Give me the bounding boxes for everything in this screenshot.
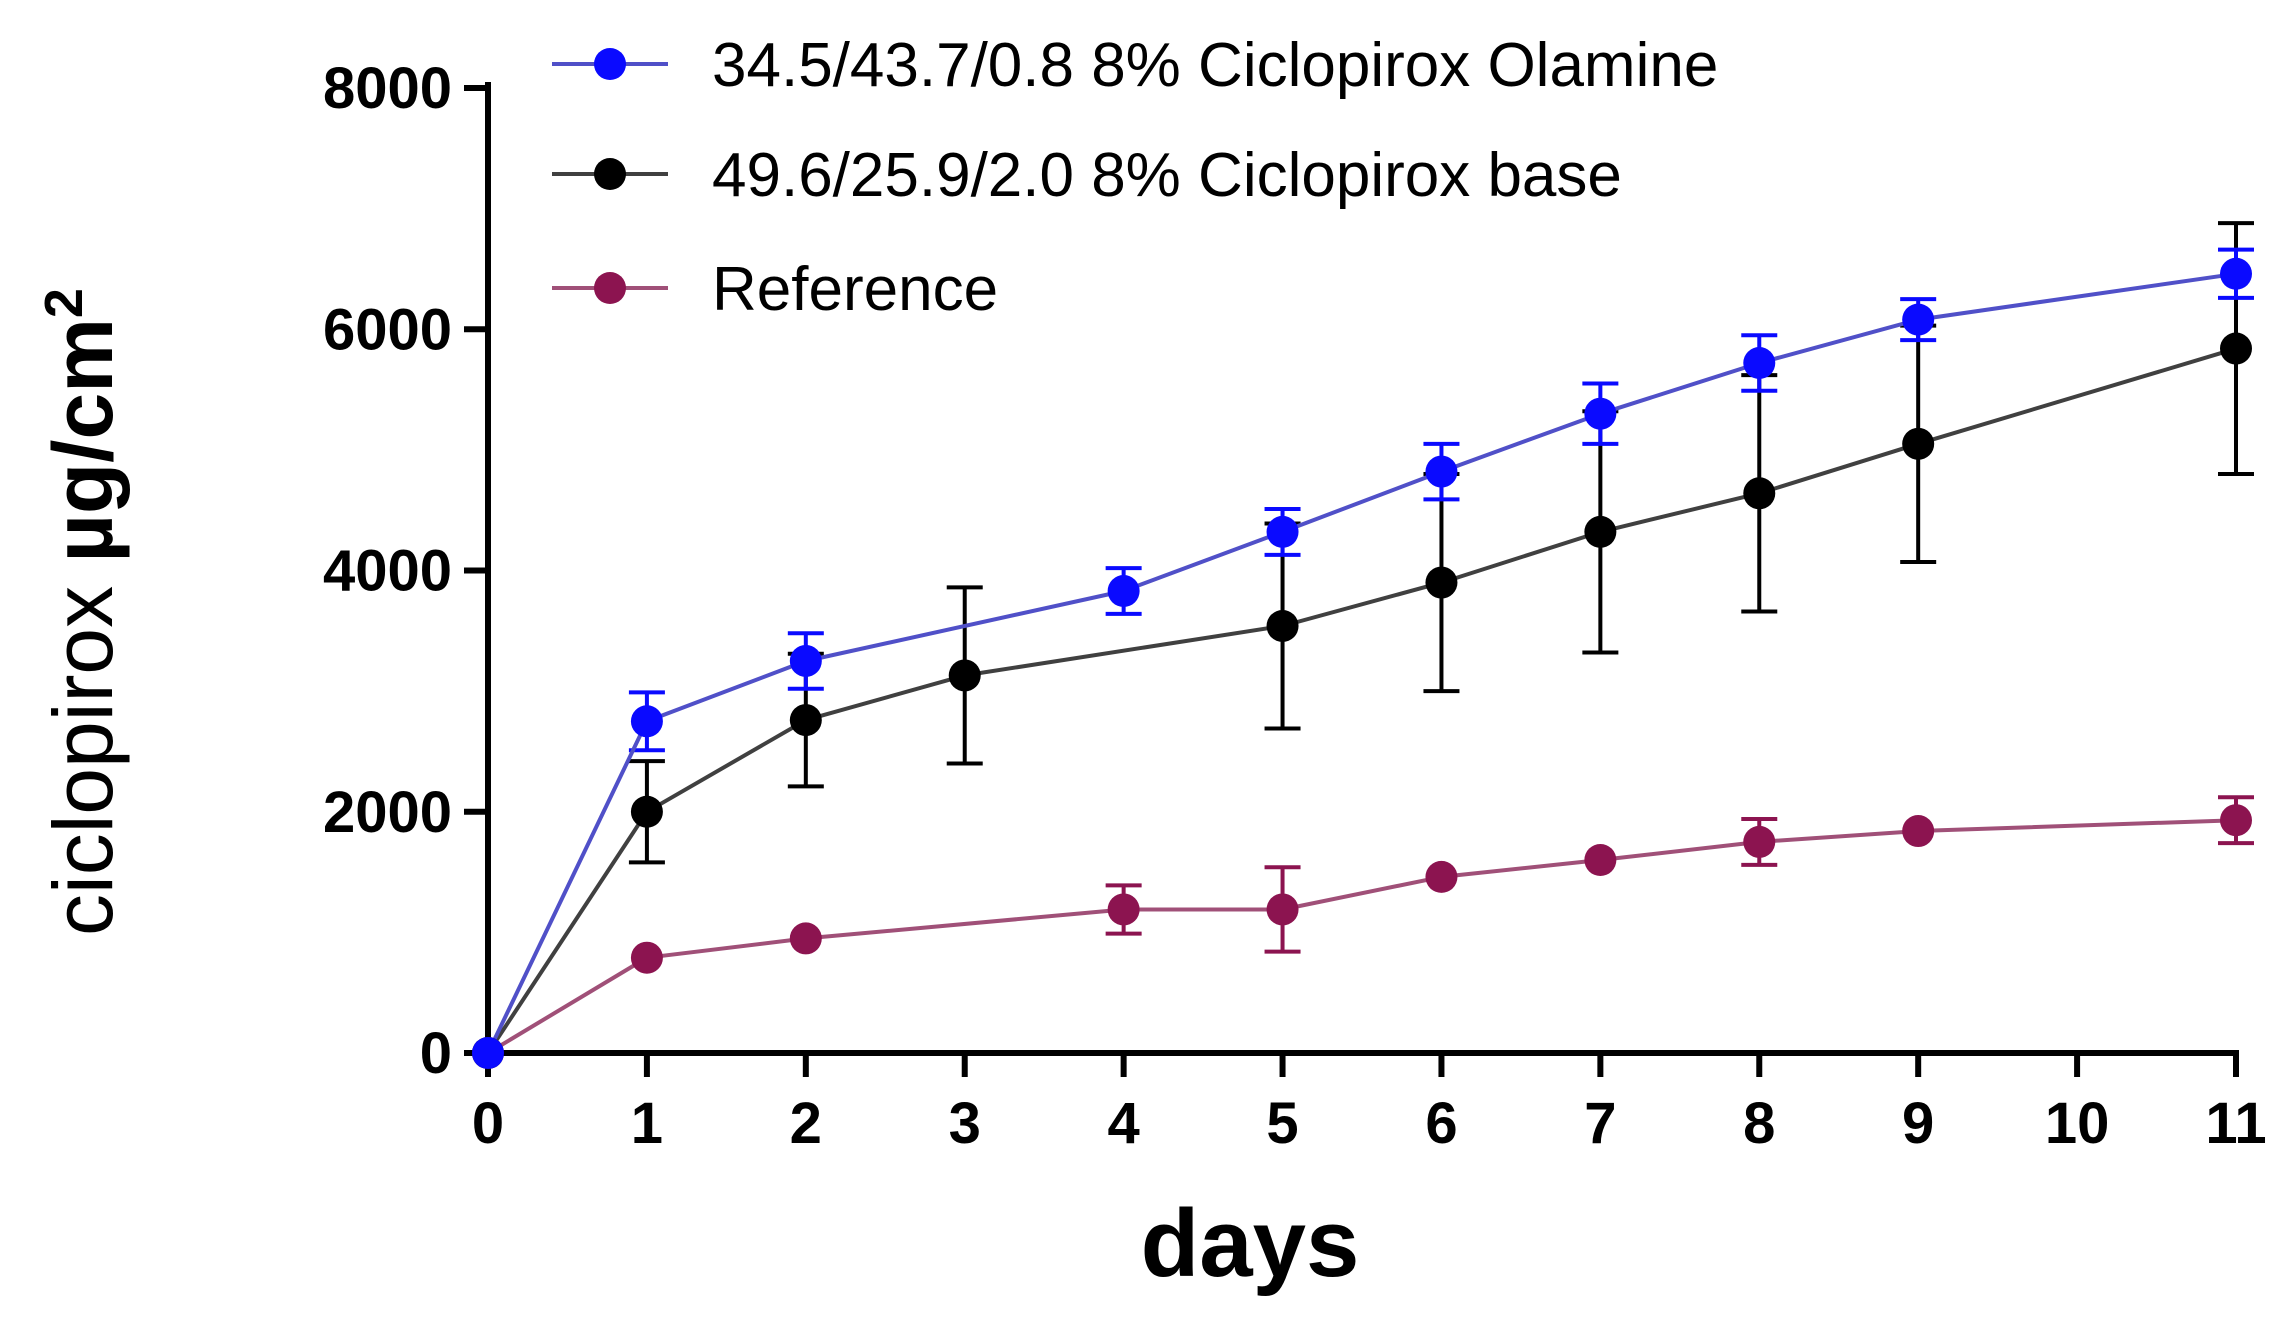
- data-point: [2220, 332, 2252, 365]
- legend-label: Reference: [712, 255, 998, 324]
- data-point: [1902, 815, 1935, 848]
- y-axis-title-superscript: 2: [34, 288, 94, 318]
- data-point: [789, 704, 822, 737]
- axes: 0 1 2 3 4 5 6 7 8 9 10 11 0 2000 4000 6000 8000: [323, 56, 2267, 1156]
- y-tick-label: 6000: [323, 297, 452, 362]
- x-tick-label: 2: [790, 1091, 822, 1156]
- data-point: [630, 705, 663, 738]
- data-point: [1743, 825, 1776, 858]
- y-tick-label: 4000: [323, 539, 452, 604]
- x-axis-title: days: [1141, 1190, 1360, 1297]
- legend-label: 34.5/43.7/0.8 8% Ciclopirox Olamine: [712, 31, 1718, 100]
- data-point: [1266, 609, 1299, 642]
- series-line: [486, 271, 2237, 1054]
- data-point: [1584, 844, 1617, 876]
- data-point: [1584, 397, 1617, 430]
- data-point: [1266, 893, 1299, 926]
- data-point: [472, 1037, 504, 1069]
- data-point: [1107, 893, 1140, 926]
- x-tick-label: 5: [1266, 1091, 1298, 1156]
- data-point: [1743, 477, 1776, 510]
- x-tick-label: 1: [631, 1091, 663, 1156]
- data-point: [948, 659, 981, 692]
- y-tick-label: 2000: [323, 780, 452, 845]
- x-tick-label: 8: [1743, 1091, 1775, 1156]
- data-point: [789, 644, 822, 677]
- x-tick-label: 3: [949, 1091, 981, 1156]
- y-axis-title: ciclopirox µg/cm2: [34, 288, 130, 936]
- data-point: [1902, 303, 1935, 336]
- x-tick-label: 0: [472, 1091, 504, 1156]
- data-point: [1743, 347, 1776, 380]
- legend: 34.5/43.7/0.8 8% Ciclopirox Olamine 49.6/…: [552, 31, 1718, 324]
- series-line: [486, 818, 2237, 1055]
- legend-marker: [594, 48, 626, 80]
- data-point: [1425, 455, 1458, 488]
- data-point: [789, 922, 822, 955]
- data-point: [1266, 515, 1299, 548]
- legend-label: 49.6/25.9/2.0 8% Ciclopirox base: [712, 141, 1622, 210]
- data-point: [1107, 575, 1140, 608]
- data-point: [1584, 515, 1617, 548]
- legend-marker: [594, 158, 626, 190]
- x-tick-label: 6: [1425, 1091, 1457, 1156]
- data-point: [1425, 566, 1458, 599]
- y-axis-title-main: ciclopirox: [36, 563, 130, 936]
- x-tick-label: 11: [2205, 1091, 2266, 1156]
- y-axis-title-unit: µg/cm: [36, 318, 130, 562]
- data-point: [630, 795, 663, 828]
- series-line: [486, 346, 2237, 1055]
- x-tick-label: 10: [2045, 1091, 2110, 1156]
- data-point: [2220, 804, 2252, 837]
- data-point: [1425, 860, 1458, 893]
- data-point: [2220, 257, 2252, 290]
- series-markers: [472, 257, 2252, 1069]
- y-tick-label: 0: [420, 1021, 452, 1086]
- x-tick-label: 9: [1902, 1091, 1934, 1156]
- data-point: [630, 941, 663, 974]
- data-point: [1902, 427, 1935, 460]
- x-tick-label: 4: [1108, 1091, 1140, 1156]
- y-tick-label: 8000: [323, 56, 452, 121]
- series-lines: [486, 271, 2237, 1055]
- legend-marker: [594, 272, 626, 304]
- x-tick-label: 7: [1584, 1091, 1616, 1156]
